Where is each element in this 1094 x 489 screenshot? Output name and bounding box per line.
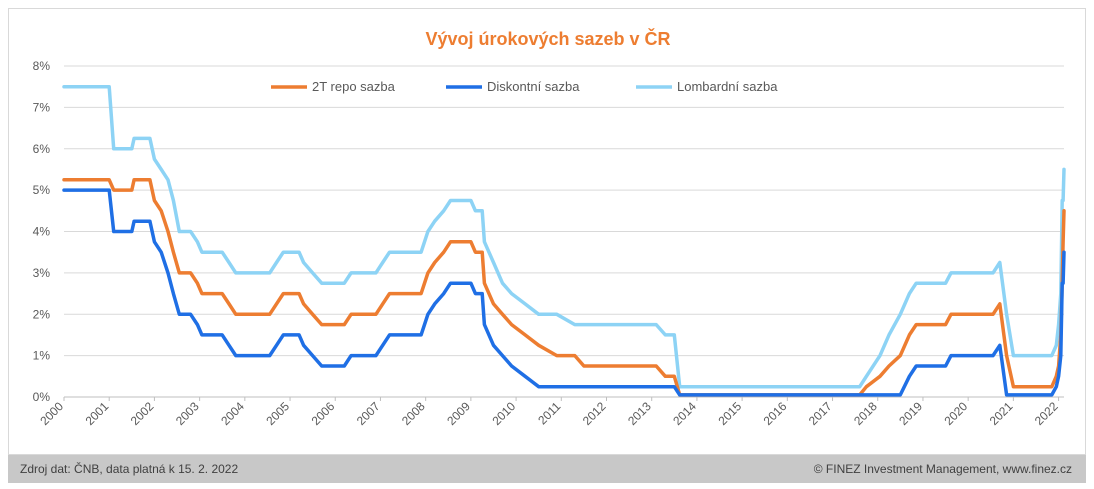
legend-label: Diskontní sazba bbox=[487, 79, 580, 94]
series-line-2 bbox=[62, 84, 1066, 389]
y-tick-label: 5% bbox=[33, 183, 51, 197]
series-line-1 bbox=[62, 188, 1066, 397]
x-tick-label: 2021 bbox=[987, 399, 1016, 428]
footer-bar: Zdroj dat: ČNB, data platná k 15. 2. 202… bbox=[8, 455, 1086, 483]
x-tick-label: 2017 bbox=[806, 399, 835, 428]
x-tick-label: 2009 bbox=[444, 399, 473, 428]
x-tick-label: 2003 bbox=[173, 399, 202, 428]
x-tick-label: 2020 bbox=[941, 399, 970, 428]
x-tick-label: 2015 bbox=[715, 399, 744, 428]
x-tick-label: 2006 bbox=[309, 399, 338, 428]
legend: 2T repo sazba Diskontní sazba Lombardní sa… bbox=[271, 79, 778, 94]
y-tick-label: 1% bbox=[33, 349, 51, 363]
x-tick-label: 2012 bbox=[580, 399, 609, 428]
x-tick-label: 2002 bbox=[128, 399, 157, 428]
y-tick-label: 7% bbox=[33, 100, 51, 114]
x-tick-label: 2022 bbox=[1032, 399, 1061, 428]
chart-title: Vývoj úrokových sazeb v ČR bbox=[425, 28, 670, 49]
x-tick-label: 2011 bbox=[535, 399, 563, 427]
data-source-note: Zdroj dat: ČNB, data platná k 15. 2. 202… bbox=[20, 462, 239, 476]
x-tick-label: 2019 bbox=[896, 399, 925, 428]
x-axis-ticks: 2000 2001 2002 2003 2004 2005 2006 2007 2008 2009… bbox=[37, 397, 1061, 428]
x-tick-label: 2008 bbox=[399, 399, 428, 428]
chart-frame: Vývoj úrokových sazeb v ČR 0% 1% 2% 3% 4% 5% 6… bbox=[8, 8, 1086, 455]
legend-label: 2T repo sazba bbox=[312, 79, 396, 94]
copyright-note: © FINEZ Investment Management, www.finez… bbox=[813, 462, 1072, 476]
y-tick-label: 8% bbox=[33, 59, 51, 73]
series-lines bbox=[62, 84, 1066, 397]
x-tick-label: 2004 bbox=[218, 399, 247, 428]
x-tick-label: 2013 bbox=[625, 399, 654, 428]
grid bbox=[64, 65, 1064, 398]
x-tick-label: 2014 bbox=[670, 399, 699, 428]
series-line-0 bbox=[62, 178, 1066, 397]
y-tick-label: 4% bbox=[33, 225, 51, 239]
x-tick-label: 2001 bbox=[83, 399, 112, 428]
interest-rate-chart: Vývoj úrokových sazeb v ČR 0% 1% 2% 3% 4% 5% 6… bbox=[33, 28, 1066, 428]
x-tick-label: 2018 bbox=[851, 399, 880, 428]
y-tick-label: 0% bbox=[33, 390, 51, 404]
y-tick-label: 3% bbox=[33, 266, 51, 280]
x-tick-label: 2007 bbox=[354, 399, 383, 428]
legend-label: Lombardní sazba bbox=[677, 79, 778, 94]
x-tick-label: 2010 bbox=[489, 399, 518, 428]
x-tick-label: 2005 bbox=[263, 399, 292, 428]
x-tick-label: 2016 bbox=[761, 399, 790, 428]
y-axis-ticks: 0% 1% 2% 3% 4% 5% 6% 7% 8% bbox=[33, 59, 51, 404]
y-tick-label: 6% bbox=[33, 142, 51, 156]
y-tick-label: 2% bbox=[33, 307, 51, 321]
